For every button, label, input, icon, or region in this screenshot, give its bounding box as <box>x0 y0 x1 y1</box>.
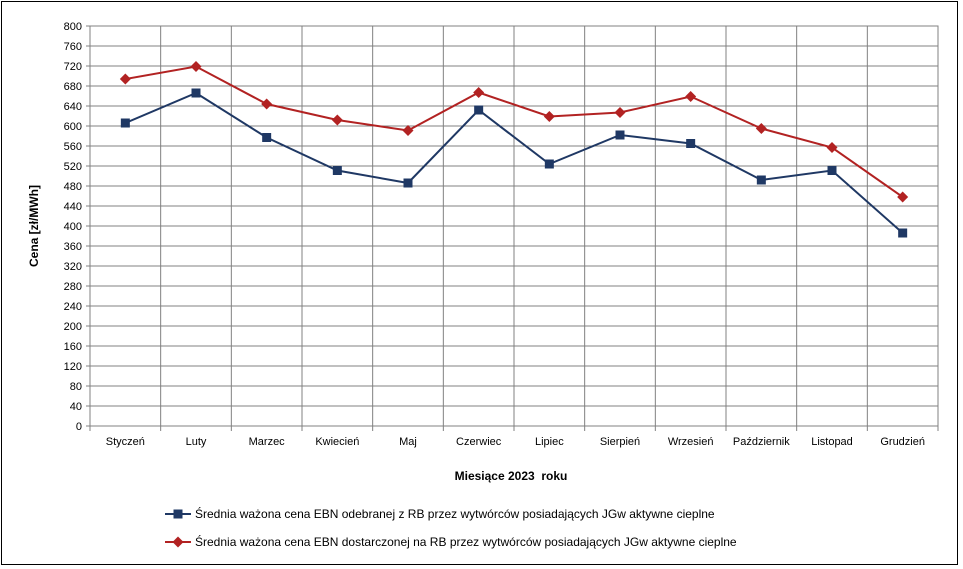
y-axis-label: Cena [zł/MWh] <box>27 185 41 267</box>
x-tick-label: Luty <box>186 436 207 448</box>
data-point <box>190 61 202 72</box>
legend-item-1: Średnia ważona cena EBN odebranej z RB p… <box>165 506 715 521</box>
x-tick-label: Październik <box>733 436 790 448</box>
y-tick-label: 240 <box>64 301 82 313</box>
x-tick-label: Wrzesień <box>668 436 714 448</box>
legend-marker <box>172 536 184 548</box>
series-line <box>125 65 904 198</box>
x-axis-ticks: Styczeń Luty Marzec Kwiecień Maj Czerwiec Lipi… <box>89 426 939 448</box>
x-tick-label: Styczeń <box>106 436 145 448</box>
legend-item-2: Średnia ważona cena EBN dostarczonej na … <box>165 534 737 549</box>
data-point <box>827 166 837 175</box>
data-point <box>262 133 272 142</box>
x-tick-label: Czerwiec <box>456 436 502 448</box>
grid-lines <box>90 26 938 426</box>
data-point <box>826 142 838 153</box>
data-point <box>544 159 554 169</box>
data-point <box>473 87 485 98</box>
y-tick-label: 520 <box>64 161 82 173</box>
x-tick-label: Kwiecień <box>315 436 359 448</box>
series-2 <box>119 61 909 203</box>
data-point <box>120 118 130 128</box>
y-tick-label: 800 <box>64 21 82 33</box>
y-tick-label: 600 <box>64 121 82 133</box>
y-tick-label: 760 <box>64 41 82 53</box>
data-point <box>261 98 273 110</box>
x-tick-label: Grudzień <box>880 436 925 448</box>
data-point <box>402 125 414 136</box>
y-axis-ticks: 0 40 80 120 160 200 240 280 320 360 400 440 480 520 56… <box>64 21 90 433</box>
y-tick-label: 680 <box>64 81 82 93</box>
y-tick-label: 640 <box>64 101 82 113</box>
y-tick-label: 0 <box>76 421 82 433</box>
y-tick-label: 320 <box>64 261 82 273</box>
data-point <box>474 105 484 115</box>
data-point <box>898 228 908 238</box>
data-point <box>332 166 342 175</box>
y-tick-label: 200 <box>64 321 82 333</box>
legend-label: Średnia ważona cena EBN odebranej z RB p… <box>195 506 715 521</box>
y-tick-label: 160 <box>64 341 82 353</box>
data-point <box>685 91 697 102</box>
series-line <box>124 91 904 234</box>
y-tick-label: 280 <box>64 281 82 293</box>
y-tick-label: 720 <box>64 61 82 73</box>
x-axis-label: Miesiące 2023 roku <box>455 469 568 483</box>
series-1 <box>120 88 908 238</box>
x-tick-label: Sierpień <box>600 436 640 448</box>
data-point <box>191 88 201 98</box>
data-point <box>615 130 625 140</box>
y-tick-label: 80 <box>70 381 82 393</box>
data-point <box>403 178 413 188</box>
y-tick-label: 400 <box>64 221 82 233</box>
data-point <box>119 73 131 85</box>
legend-label: Średnia ważona cena EBN dostarczonej na … <box>195 534 737 549</box>
data-point <box>331 114 343 126</box>
data-point <box>543 111 555 122</box>
data-point <box>686 139 696 148</box>
x-tick-label: Maj <box>399 436 417 448</box>
y-tick-label: 560 <box>64 141 82 153</box>
y-tick-label: 40 <box>70 401 82 413</box>
data-point <box>755 123 767 134</box>
x-tick-label: Lipiec <box>535 436 564 448</box>
data-point <box>897 191 909 203</box>
y-tick-label: 120 <box>64 361 82 373</box>
legend-marker <box>173 509 183 519</box>
x-tick-label: Marzec <box>249 436 286 448</box>
x-tick-label: Listopad <box>811 436 853 448</box>
y-tick-label: 440 <box>64 201 82 213</box>
data-point <box>614 107 626 118</box>
y-tick-label: 360 <box>64 241 82 253</box>
legend: Średnia ważona cena EBN odebranej z RB p… <box>165 506 737 549</box>
series-group <box>119 61 909 238</box>
y-tick-label: 480 <box>64 181 82 193</box>
data-point <box>756 175 766 185</box>
